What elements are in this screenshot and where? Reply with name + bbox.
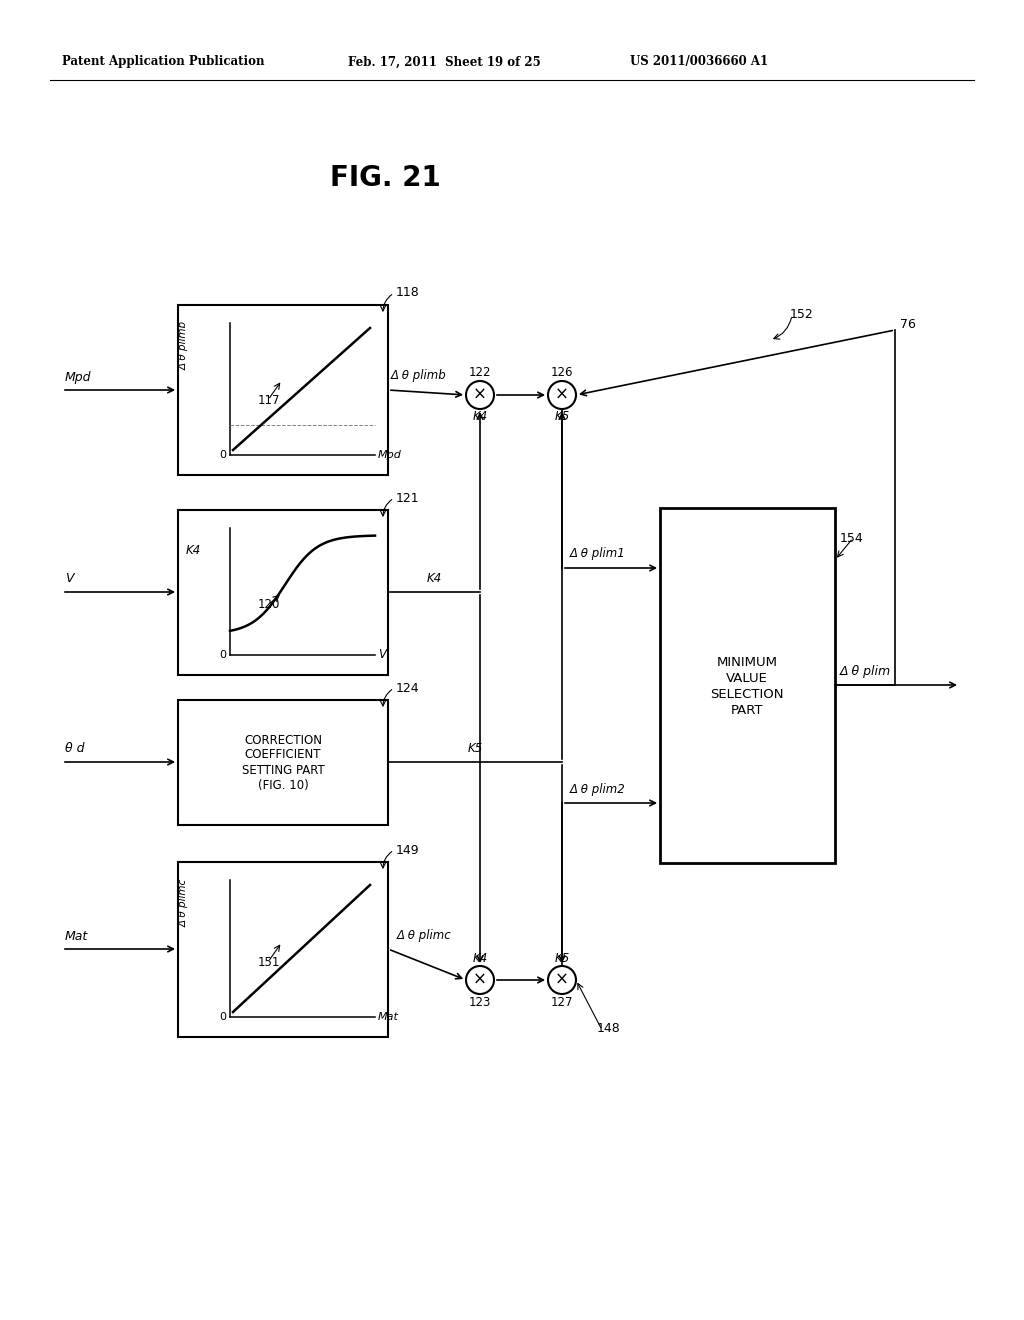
Text: 121: 121 (396, 491, 420, 504)
Text: Δ θ plim: Δ θ plim (840, 664, 891, 677)
Text: K4: K4 (186, 544, 202, 557)
Text: 120: 120 (258, 598, 281, 611)
Text: Δ θ plimb: Δ θ plimb (391, 370, 446, 383)
Text: 0: 0 (219, 649, 226, 660)
Text: K4: K4 (472, 952, 487, 965)
Text: US 2011/0036660 A1: US 2011/0036660 A1 (630, 55, 768, 69)
Text: 123: 123 (469, 995, 492, 1008)
Text: SETTING PART: SETTING PART (242, 763, 325, 776)
Bar (178, 862, 388, 1038)
Text: 117: 117 (258, 393, 281, 407)
Text: (FIG. 10): (FIG. 10) (258, 779, 308, 792)
Text: CORRECTION: CORRECTION (244, 734, 322, 747)
Text: K5: K5 (554, 411, 569, 424)
Circle shape (548, 381, 575, 409)
Text: MINIMUM: MINIMUM (717, 656, 777, 669)
Text: ×: × (555, 385, 569, 404)
Text: 148: 148 (597, 1022, 621, 1035)
Circle shape (466, 966, 494, 994)
Text: Mpd: Mpd (65, 371, 91, 384)
Text: ×: × (555, 972, 569, 989)
Text: 0: 0 (219, 1012, 226, 1022)
Text: PART: PART (731, 705, 763, 718)
Text: VALUE: VALUE (726, 672, 768, 685)
Text: COEFFICIENT: COEFFICIENT (245, 748, 322, 762)
Text: Δ θ plimb: Δ θ plimb (179, 321, 189, 370)
Text: 151: 151 (258, 956, 281, 969)
Text: ×: × (473, 972, 487, 989)
Text: Δ θ plimc: Δ θ plimc (396, 928, 452, 941)
Text: 126: 126 (551, 367, 573, 380)
Circle shape (466, 381, 494, 409)
Text: 76: 76 (900, 318, 915, 331)
Text: 124: 124 (396, 681, 420, 694)
Text: SELECTION: SELECTION (711, 689, 783, 701)
Text: Mat: Mat (65, 929, 88, 942)
Text: 0: 0 (219, 450, 226, 459)
Bar (178, 700, 388, 825)
Text: Mat: Mat (378, 1012, 399, 1022)
Text: FIG. 21: FIG. 21 (330, 164, 440, 191)
Text: K5: K5 (467, 742, 482, 755)
Text: K4: K4 (472, 411, 487, 424)
Text: Δ θ plim1: Δ θ plim1 (570, 548, 626, 561)
Text: V: V (378, 648, 386, 661)
Text: 152: 152 (790, 309, 814, 322)
Text: Mpd: Mpd (378, 450, 401, 459)
Text: K5: K5 (554, 952, 569, 965)
Text: θ d: θ d (65, 742, 85, 755)
Bar (660, 508, 835, 863)
Bar (178, 305, 388, 475)
Text: Δ θ plimc: Δ θ plimc (179, 879, 189, 927)
Circle shape (548, 966, 575, 994)
Text: 122: 122 (469, 367, 492, 380)
Bar (178, 510, 388, 675)
Text: 118: 118 (396, 286, 420, 300)
Text: Feb. 17, 2011  Sheet 19 of 25: Feb. 17, 2011 Sheet 19 of 25 (348, 55, 541, 69)
Text: 154: 154 (840, 532, 864, 544)
Text: 149: 149 (396, 843, 420, 857)
Text: Patent Application Publication: Patent Application Publication (62, 55, 264, 69)
Text: 127: 127 (551, 995, 573, 1008)
Text: K4: K4 (426, 572, 441, 585)
Text: Δ θ plim2: Δ θ plim2 (570, 783, 626, 796)
Text: V: V (65, 573, 74, 586)
Text: ×: × (473, 385, 487, 404)
